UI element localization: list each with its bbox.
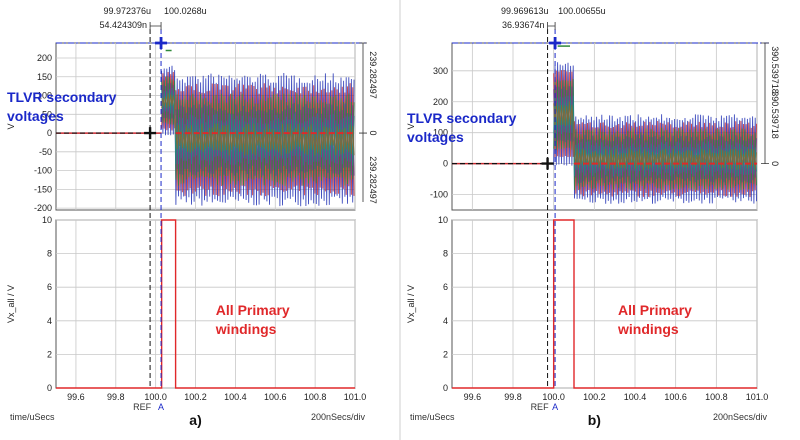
bottom-ytick-label: 2 [47, 349, 52, 359]
bottom-panel-frame [56, 220, 355, 388]
bottom-ytick-label: 8 [443, 249, 448, 259]
right-readout: 0 [770, 161, 780, 166]
primary-annotation-line2: windings [215, 321, 277, 337]
subplot-b: 300 200 100 0 -100 10 8 6 4 2 0 V Vx_all / V 99.6 99.8… [406, 6, 780, 428]
top-ytick-label: 150 [37, 72, 52, 82]
xtick-label: 100.8 [304, 392, 327, 402]
bottom-ytick-label: 10 [438, 215, 448, 225]
xtick-label: 101.0 [746, 392, 769, 402]
x-axis-label: time/uSecs [10, 412, 55, 422]
bottom-panel [452, 220, 757, 388]
top-ytick-label: 200 [433, 97, 448, 107]
cursor2-time-readout: 100.00655u [558, 6, 606, 16]
x-scale-label: 200nSecs/div [311, 412, 366, 422]
xtick-label: 100.4 [224, 392, 247, 402]
top-ytick-label: 0 [47, 128, 52, 138]
x-axis-label: time/uSecs [410, 412, 455, 422]
x-scale-label: 200nSecs/div [713, 412, 768, 422]
xtick-label: 99.8 [107, 392, 125, 402]
bottom-panel-frame [452, 220, 757, 388]
bottom-ytick-label: 4 [47, 316, 52, 326]
subplot-label: a) [189, 412, 201, 428]
cursor1-time-readout: 99.972376u [104, 6, 152, 16]
bottom-ylabel: Vx_all / V [6, 285, 16, 323]
bottom-ytick-label: 6 [443, 282, 448, 292]
xtick-label: 99.6 [464, 392, 482, 402]
xtick-label: 101.0 [344, 392, 367, 402]
right-readout: 390.539718 [770, 91, 780, 139]
right-readout-bracket [359, 43, 367, 202]
bottom-ytick-label: 2 [443, 349, 448, 359]
secondary-annotation-line1: TLVR secondary [7, 89, 117, 105]
top-ytick-label: -50 [39, 147, 52, 157]
cursor-delta-readout: 36.93674n [502, 20, 545, 30]
xtick-label: 100.2 [583, 392, 606, 402]
cursor-delta-bracket [548, 22, 556, 30]
xtick-label: 100.0 [542, 392, 565, 402]
top-ylabel: V [6, 123, 16, 129]
cursor-delta-bracket [150, 22, 161, 30]
xtick-label: 99.8 [504, 392, 522, 402]
secondary-annotation-line1: TLVR secondary [407, 110, 517, 126]
bottom-ytick-label: 10 [42, 215, 52, 225]
ref-marker-label: REF [133, 402, 152, 412]
bottom-ytick-label: 0 [47, 383, 52, 393]
bottom-ylabel: Vx_all / V [406, 285, 416, 323]
primary-annotation-line1: All Primary [618, 302, 692, 318]
top-ytick-label: 300 [433, 66, 448, 76]
xtick-label: 100.2 [184, 392, 207, 402]
top-ytick-label: 0 [443, 159, 448, 169]
right-readout: 390.539718 [770, 46, 780, 94]
secondary-annotation-line2: voltages [407, 129, 464, 145]
top-ytick-label: 200 [37, 53, 52, 63]
bottom-ytick-label: 8 [47, 249, 52, 259]
bottom-ytick-label: 4 [443, 316, 448, 326]
top-ytick-label: -100 [34, 166, 52, 176]
cursor-a-marker-label: A [552, 402, 558, 412]
xtick-label: 100.8 [705, 392, 728, 402]
top-ytick-label: -100 [430, 190, 448, 200]
xtick-label: 100.4 [624, 392, 647, 402]
right-readout: 239.282497 [368, 51, 378, 99]
xtick-label: 100.6 [264, 392, 287, 402]
xtick-label: 100.6 [664, 392, 687, 402]
xtick-label: 99.6 [67, 392, 85, 402]
bottom-ytick-label: 0 [443, 383, 448, 393]
cursor-a-marker-label: A [158, 402, 164, 412]
ref-marker-label: REF [531, 402, 550, 412]
primary-annotation-line1: All Primary [216, 302, 290, 318]
right-readout-bracket [761, 43, 769, 164]
right-readout: 0 [368, 131, 378, 136]
cursor1-time-readout: 99.969613u [501, 6, 549, 16]
bottom-panel [56, 220, 355, 388]
xtick-label: 100.0 [144, 392, 167, 402]
top-ytick-label: -200 [34, 203, 52, 213]
cursor-delta-readout: 54.424309n [100, 20, 148, 30]
subplot-a: 200 150 100 50 0 -50 -100 -150 -200 10 8 6 4 2 0 V Vx_al… [6, 6, 378, 428]
top-ytick-label: -150 [34, 184, 52, 194]
right-readout: 239.282497 [368, 156, 378, 204]
cursor2-time-readout: 100.0268u [164, 6, 207, 16]
secondary-annotation-line2: voltages [7, 108, 64, 124]
primary-annotation-line2: windings [617, 321, 679, 337]
subplot-label: b) [588, 412, 601, 428]
bottom-ytick-label: 6 [47, 282, 52, 292]
